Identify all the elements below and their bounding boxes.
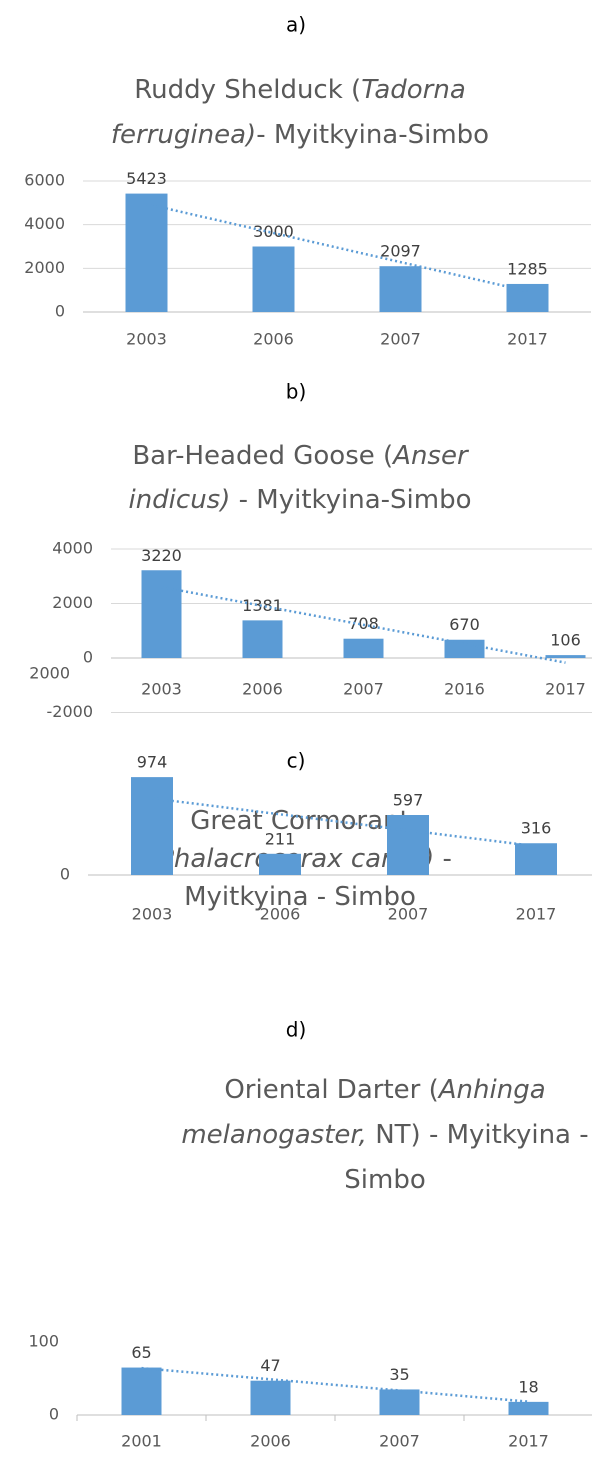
panel-label: c) <box>287 749 306 773</box>
y-tick-label: 0 <box>83 648 93 667</box>
x-tick-label: 2003 <box>132 905 173 924</box>
data-label: 2097 <box>380 242 421 261</box>
chart: c)Great Cormorant(Phalacrocorax carbo) -… <box>29 664 592 924</box>
chart-title: Oriental Darter (Anhinga <box>224 1075 545 1105</box>
x-tick-label: 2007 <box>343 680 384 699</box>
data-label: 211 <box>265 829 296 848</box>
bar <box>131 777 173 875</box>
data-label: 1285 <box>507 259 548 278</box>
chart-title: Bar-Headed Goose (Anser <box>132 441 470 471</box>
y-tick-label: 0 <box>49 1405 59 1424</box>
bar <box>545 655 586 658</box>
data-label: 670 <box>449 615 480 634</box>
y-tick-label: 100 <box>28 1332 59 1351</box>
x-tick-label: 2003 <box>126 330 167 349</box>
data-label: 3000 <box>253 222 294 241</box>
bar <box>343 638 384 658</box>
title-segment: Anser <box>391 441 470 471</box>
x-tick-label: 2017 <box>508 1432 549 1451</box>
y-tick-label: 0 <box>60 865 70 884</box>
chart-title: Great Cormorant <box>190 806 409 836</box>
y-tick-label: 0 <box>55 302 65 321</box>
data-label: 974 <box>137 753 168 772</box>
bar <box>252 246 295 312</box>
x-tick-label: 2017 <box>545 680 586 699</box>
bar <box>387 815 429 875</box>
trendline <box>141 1366 529 1403</box>
x-tick-label: 2006 <box>250 1432 291 1451</box>
bar <box>379 266 422 312</box>
bar <box>379 1389 420 1415</box>
y-tick-label: 2000 <box>29 664 70 683</box>
trendline <box>161 585 566 664</box>
panel-label: a) <box>286 13 306 37</box>
chart: d) Oriental Darter (Anhinga melanogaster, … <box>28 1018 592 1451</box>
x-tick-label: 2001 <box>121 1432 162 1451</box>
x-tick-label: 2003 <box>141 680 182 699</box>
data-label: 3220 <box>141 546 182 565</box>
y-tick-label: 2000 <box>52 593 93 612</box>
title-segment: Great Cormorant <box>190 806 409 836</box>
chart-title: Ruddy Shelduck (Tadorna <box>134 75 466 105</box>
title-segment: Tadorna <box>361 75 466 105</box>
panel-label: b) <box>286 380 307 404</box>
bar <box>508 1401 549 1415</box>
data-label: 1381 <box>242 596 283 615</box>
bar <box>515 843 557 875</box>
x-tick-label: 2017 <box>516 905 557 924</box>
x-tick-label: 2007 <box>388 905 429 924</box>
data-label: 597 <box>393 791 424 810</box>
data-label: 5423 <box>126 169 167 188</box>
title-segment: - Myitkyina-Simbo <box>256 120 489 150</box>
panel-label: d) <box>286 1018 307 1042</box>
chart: a) Ruddy Shelduck (Tadorna ferruginea)- My… <box>24 13 591 349</box>
bar <box>250 1380 291 1415</box>
y-tick-label: 4000 <box>24 214 65 233</box>
data-label: 65 <box>131 1343 151 1362</box>
data-label: 47 <box>260 1356 280 1375</box>
bar <box>125 193 168 312</box>
bar <box>141 570 182 658</box>
x-tick-label: 2006 <box>260 905 301 924</box>
chart-title: indicus) - Myitkyina-Simbo <box>128 485 471 515</box>
title-segment: Simbo <box>344 1165 425 1195</box>
data-label: 18 <box>518 1377 538 1396</box>
title-segment: indicus) <box>128 485 230 515</box>
title-segment: Oriental Darter ( <box>224 1075 438 1105</box>
y-tick-label: 4000 <box>52 539 93 558</box>
bar <box>242 620 283 658</box>
trendline <box>146 202 528 293</box>
chart: b) Bar-Headed Goose (Anser indicus) - Myit… <box>47 380 592 721</box>
title-segment: Anhinga <box>437 1075 546 1105</box>
title-segment: NT) - Myitkyina - <box>367 1120 589 1150</box>
y-tick-label: 2000 <box>24 258 65 277</box>
x-tick-label: 2007 <box>379 1432 420 1451</box>
title-segment: Myitkyina - Simbo <box>184 882 416 912</box>
title-segment: - <box>434 844 452 874</box>
x-tick-label: 2006 <box>253 330 294 349</box>
x-tick-label: 2007 <box>380 330 421 349</box>
bar <box>259 853 301 875</box>
bar <box>121 1367 162 1415</box>
y-tick-label: 6000 <box>24 171 65 190</box>
title-segment: melanogaster, <box>181 1120 367 1150</box>
data-label: 106 <box>550 631 581 650</box>
title-segment: - Myitkyina-Simbo <box>230 485 471 515</box>
data-label: 35 <box>389 1365 409 1384</box>
chart-title: Myitkyina - Simbo <box>184 882 416 912</box>
chart-title: ferruginea)- Myitkyina-Simbo <box>111 120 489 150</box>
data-label: 316 <box>521 819 552 838</box>
title-segment: Ruddy Shelduck ( <box>134 75 361 105</box>
chart-title: melanogaster, NT) - Myitkyina - <box>181 1120 588 1150</box>
x-tick-label: 2016 <box>444 680 485 699</box>
x-tick-label: 2006 <box>242 680 283 699</box>
bar <box>444 639 485 658</box>
y-tick-label: -2000 <box>47 702 94 721</box>
chart-title: Simbo <box>344 1165 425 1195</box>
title-segment: ferruginea) <box>111 120 256 150</box>
x-tick-label: 2017 <box>507 330 548 349</box>
title-segment: Bar-Headed Goose ( <box>132 441 393 471</box>
